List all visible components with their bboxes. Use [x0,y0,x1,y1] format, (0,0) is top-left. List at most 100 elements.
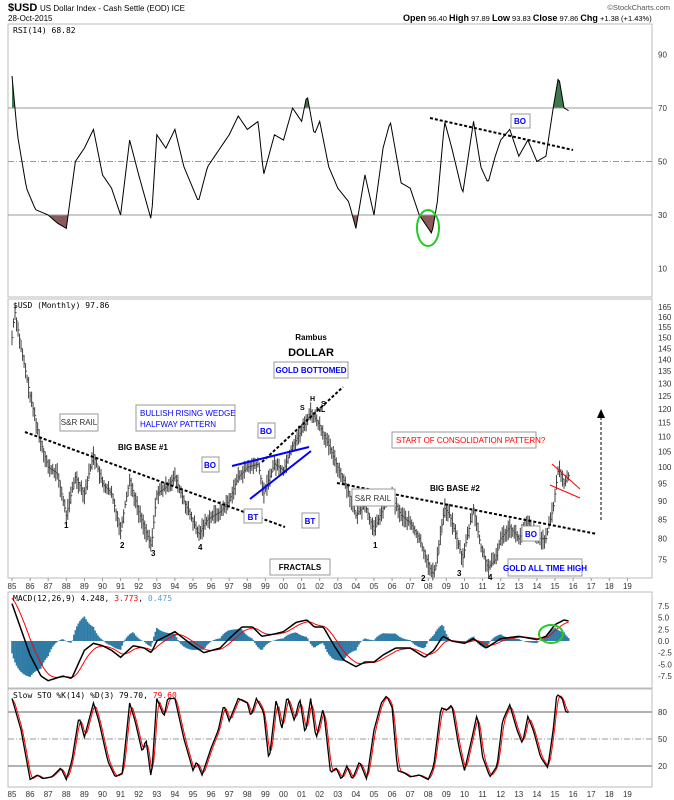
macd-histogram-bar [362,639,365,641]
year-label-top: 07 [406,582,415,591]
svg-text:2: 2 [120,541,125,550]
macd-histogram-bar [109,641,111,646]
macd-series-group [11,597,570,682]
macd-histogram-bar [344,641,347,658]
macd-histogram-bar [352,641,354,652]
macd-histogram-bar [216,638,219,641]
macd-histogram-bar [82,617,84,641]
macd-histogram-bar [487,641,490,644]
price-tick-label: 135 [658,367,672,376]
macd-histogram-bar [347,641,350,655]
macd-histogram-bar [121,641,124,646]
macd-histogram-bar [493,637,496,641]
macd-histogram-bar [389,633,392,641]
macd-panel [7,591,653,689]
symbol-name: US Dollar Index - Cash Settle (EOD) ICE [40,4,185,13]
year-label-top: 06 [388,582,397,591]
svg-text:BO: BO [260,427,272,436]
macd-histogram-bar [263,641,265,648]
macd-histogram-bar [441,624,443,641]
macd-histogram-bar [157,629,160,641]
macd-histogram-bar [288,634,291,641]
macd-histogram-bar [97,635,99,641]
year-label-bottom: 18 [605,790,614,799]
macd-histogram-bar [508,637,511,641]
macd-histogram-bar [285,635,288,641]
macd-histogram-bar [545,638,547,641]
macd-histogram-bar [269,641,271,643]
macd-histogram-bar [422,641,425,649]
macd-tick-label: -5.0 [658,660,672,669]
svg-text:HALFWAY PATTERN: HALFWAY PATTERN [140,420,216,429]
macd-histogram-bar [243,632,246,641]
macd-histogram-bar [101,639,104,641]
macd-histogram-bar [193,641,196,650]
price-tick-label: 165 [658,303,672,312]
year-label-top: 88 [62,582,71,591]
macd-histogram-bar [527,641,529,643]
macd-histogram-bar [106,641,108,644]
sto-k-line [11,694,569,782]
macd-histogram-bar [51,641,54,647]
macd-histogram-bar [68,641,71,643]
year-label-top: 19 [623,582,632,591]
year-label-bottom: 09 [442,790,451,799]
dollar-label: DOLLAR [288,347,334,359]
macd-histogram-bar [543,638,546,641]
macd-histogram-bar [32,641,35,674]
year-label-top: 05 [370,582,379,591]
macd-histogram-bar [444,630,446,641]
wedge-lower-line [249,450,312,500]
macd-histogram-bar [14,641,16,663]
symbol: $USD [8,2,37,14]
macd-histogram-bar [430,637,433,641]
macd-histogram-bar [281,638,283,641]
macd-histogram-bar [257,641,259,648]
macd-histogram-bar [258,641,261,649]
macd-histogram-bar [554,627,556,641]
rsi-overbought-fill [12,75,569,108]
macd-histogram-bar [326,641,329,653]
year-label-top: 97 [225,582,234,591]
macd-histogram-bar [139,639,142,641]
macd-histogram-bar [41,641,44,666]
low-value: 93.83 [512,14,531,23]
macd-histogram-bar [234,629,237,641]
price-tick-label: 125 [658,392,672,401]
macd-histogram-bar [186,641,188,649]
year-label-top: 15 [551,582,560,591]
macd-histogram-bar [358,641,360,645]
macd-histogram-bar [330,641,333,658]
sto-tick-label: 20 [658,762,667,771]
macd-histogram-bar [317,641,320,645]
macd-histogram-bar [18,641,21,671]
year-label-bottom: 10 [460,790,469,799]
open-value: 96.40 [428,14,447,23]
year-label-bottom: 90 [98,790,107,799]
macd-histogram-bar [312,641,315,648]
macd-histogram-bar [92,626,95,641]
macd-histogram-bar [128,634,131,641]
macd-histogram-bar [172,633,175,641]
macd-histogram-bar [53,641,56,645]
high-value: 97.89 [471,14,490,23]
rambus-label: Rambus [295,333,327,342]
macd-histogram-bar [563,632,565,641]
macd-histogram-bar [303,636,306,641]
rsi-tick-label: 70 [658,104,667,113]
macd-histogram-bar [131,632,134,641]
svg-text:BO: BO [514,117,526,126]
rsi-tick-label: 30 [658,211,667,220]
macd-tick-label: -7.5 [658,672,672,681]
macd-histogram-bar [207,641,209,644]
macd-histogram-bar [83,616,86,641]
macd-histogram-bar [549,631,552,641]
macd-histogram-bar [359,641,362,643]
macd-histogram-bar [353,641,356,651]
macd-histogram-bar [180,641,182,645]
macd-histogram-bar [291,633,294,641]
macd-histogram-bar [113,641,116,648]
macd-tick-label: 5.0 [658,614,670,623]
price-tick-label: 85 [658,515,667,524]
macd-histogram-bar [248,636,250,641]
